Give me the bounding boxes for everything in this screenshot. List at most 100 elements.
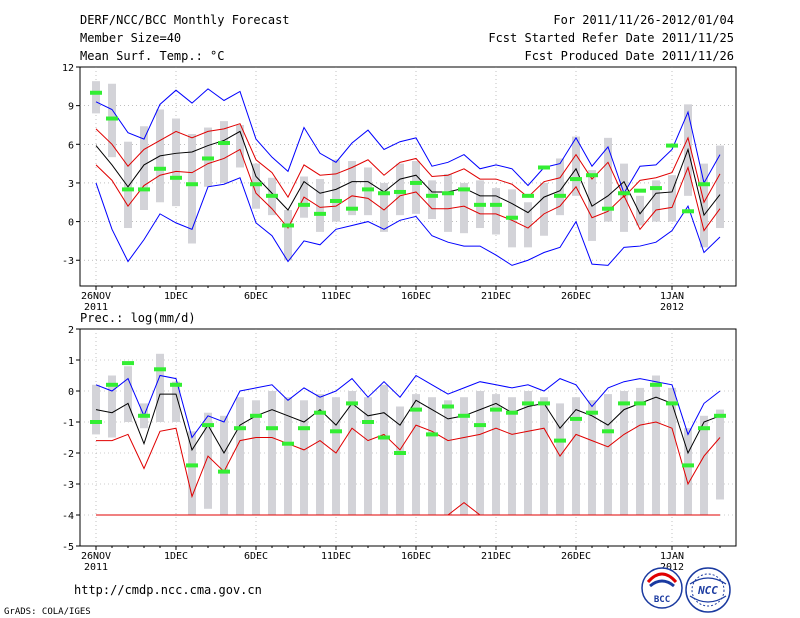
prec-obs-mark — [186, 463, 198, 468]
prec-ytick-label: -2 — [62, 449, 74, 460]
prec-ytick-label: 2 — [68, 325, 74, 336]
temp-ensemble-box — [316, 179, 324, 232]
temp-obs-mark — [298, 202, 310, 207]
temp-obs-mark — [554, 193, 566, 198]
prec-ensemble-box — [524, 391, 532, 515]
source-url[interactable]: http://cmdp.ncc.cma.gov.cn — [74, 583, 262, 597]
temp-ensemble-box — [668, 175, 676, 222]
prec-obs-mark — [634, 401, 646, 406]
temperature-panel-title: Mean Surf. Temp.: °C — [80, 49, 225, 63]
prec-obs-mark — [378, 435, 390, 440]
prec-obs-mark — [442, 404, 454, 409]
prec-obs-mark — [154, 367, 166, 372]
temp-ytick-label: 3 — [68, 179, 74, 190]
prec-ensemble-box — [556, 403, 564, 515]
member-size-label: Member Size=40 — [80, 31, 181, 45]
temp-ensemble-box — [124, 141, 132, 229]
prec-ensemble-box — [604, 394, 612, 515]
prec-ensemble-box — [476, 391, 484, 515]
temp-obs-mark — [138, 187, 150, 192]
temp-ensemble-box — [716, 145, 724, 229]
prec-xtick-year: 2011 — [84, 562, 108, 573]
prec-ensemble-box — [284, 397, 292, 515]
temp-ensemble-box — [460, 182, 468, 234]
chart-title: DERF/NCC/BCC Monthly Forecast — [80, 13, 290, 27]
prec-xtick-label: 26NOV — [81, 551, 111, 562]
temp-ensemble-box — [636, 195, 644, 226]
prec-xtick-label: 11DEC — [321, 551, 351, 562]
temp-obs-mark — [330, 198, 342, 203]
temp-ensemble-box — [332, 159, 340, 222]
prec-ensemble-box — [652, 375, 660, 515]
prec-obs-mark — [682, 463, 694, 468]
prec-ensemble-box — [236, 397, 244, 515]
temp-obs-mark — [90, 90, 102, 95]
prec-obs-mark — [586, 410, 598, 415]
prec-obs-mark — [298, 426, 310, 431]
prec-ensemble-box — [396, 406, 404, 515]
prec-ensemble-box — [428, 397, 436, 515]
prec-ensemble-box — [204, 412, 212, 509]
temp-obs-mark — [442, 191, 454, 196]
temp-ensemble-box — [556, 158, 564, 216]
prec-obs-mark — [394, 451, 406, 455]
prec-ensemble-box — [268, 391, 276, 515]
temp-ensemble-box — [444, 173, 452, 232]
prec-ytick-label: -3 — [62, 480, 74, 491]
prec-obs-mark — [522, 401, 534, 406]
temp-ensemble-box — [540, 182, 548, 236]
temp-ensemble-box — [220, 121, 228, 183]
temp-obs-mark — [410, 180, 422, 185]
prec-ensemble-box — [668, 387, 676, 515]
prec-obs-mark — [538, 401, 550, 406]
prec-ensemble-box — [716, 409, 724, 500]
precipitation-panel-title: Prec.: log(mm/d) — [80, 311, 196, 325]
temp-ensemble-box — [428, 180, 436, 220]
temp-obs-mark — [106, 116, 118, 121]
temp-mean-line — [95, 130, 721, 217]
bcc-logo-text: BCC — [654, 595, 670, 605]
prec-xtick-label: 1JAN — [660, 551, 684, 562]
prec-obs-mark — [698, 426, 710, 431]
temp-obs-mark — [474, 202, 486, 207]
temp-obs-mark — [458, 187, 470, 192]
prec-ensemble-box — [172, 381, 180, 422]
prec-ensemble-box — [316, 394, 324, 515]
prec-ensemble-box — [252, 400, 260, 515]
temp-ytick-label: 6 — [68, 140, 74, 151]
prec-ensemble-box — [156, 353, 164, 422]
prec-obs-mark — [714, 413, 726, 418]
temp-ensemble-box — [236, 124, 244, 168]
prec-ensemble-box — [108, 375, 116, 438]
prec-obs-mark — [106, 382, 118, 387]
grads-credit: GrADS: COLA/IGES — [4, 607, 91, 617]
temp-xtick-year: 2012 — [660, 302, 684, 313]
prec-min-spike — [447, 501, 481, 516]
temp-xtick-label: 26NOV — [81, 291, 111, 302]
prec-obs-mark — [202, 423, 214, 428]
temp-ensemble-box — [284, 209, 292, 261]
temp-obs-mark — [282, 223, 294, 228]
temp-obs-mark — [218, 141, 230, 146]
prec-obs-mark — [90, 420, 102, 424]
prec-obs-mark — [138, 413, 150, 418]
temp-obs-mark — [426, 193, 438, 198]
temp-xtick-label: 1DEC — [164, 291, 188, 302]
temp-ensemble-box — [700, 163, 708, 248]
temp-ensemble-box — [652, 180, 660, 222]
prec-obs-mark — [346, 401, 358, 406]
prec-ensemble-box — [188, 431, 196, 515]
prec-ytick-label: 0 — [68, 387, 74, 398]
prec-ensemble-box — [364, 397, 372, 515]
temp-obs-mark — [346, 206, 358, 211]
prec-obs-mark — [666, 401, 678, 406]
prec-ensemble-box — [220, 415, 228, 515]
prec-ensemble-box — [588, 400, 596, 515]
prec-ensemble-box — [124, 366, 132, 422]
prec-ensemble-box — [492, 394, 500, 515]
prec-obs-mark — [618, 401, 630, 406]
temp-ensemble-box — [572, 136, 580, 196]
temp-xtick-label: 6DEC — [244, 291, 268, 302]
